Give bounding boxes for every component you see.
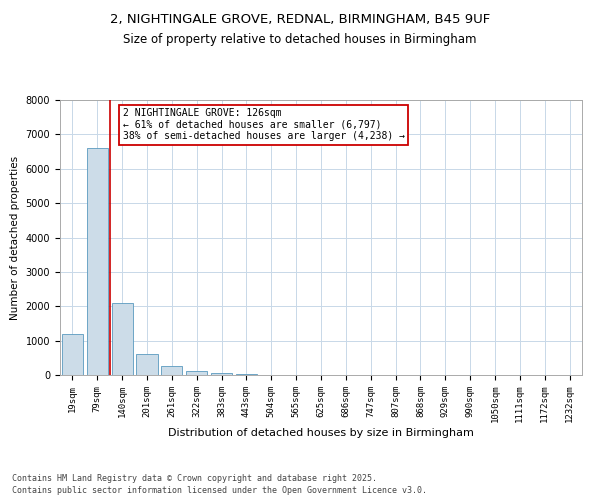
Bar — [236, 374, 257, 375]
Bar — [136, 354, 158, 375]
Bar — [211, 374, 232, 375]
Bar — [62, 334, 83, 375]
Text: Size of property relative to detached houses in Birmingham: Size of property relative to detached ho… — [123, 32, 477, 46]
Bar — [87, 148, 108, 375]
Bar — [186, 371, 207, 375]
X-axis label: Distribution of detached houses by size in Birmingham: Distribution of detached houses by size … — [168, 428, 474, 438]
Y-axis label: Number of detached properties: Number of detached properties — [10, 156, 20, 320]
Bar — [161, 366, 182, 375]
Text: 2, NIGHTINGALE GROVE, REDNAL, BIRMINGHAM, B45 9UF: 2, NIGHTINGALE GROVE, REDNAL, BIRMINGHAM… — [110, 12, 490, 26]
Text: 2 NIGHTINGALE GROVE: 126sqm
← 61% of detached houses are smaller (6,797)
38% of : 2 NIGHTINGALE GROVE: 126sqm ← 61% of det… — [122, 108, 404, 142]
Bar — [112, 303, 133, 375]
Text: Contains HM Land Registry data © Crown copyright and database right 2025.
Contai: Contains HM Land Registry data © Crown c… — [12, 474, 427, 495]
